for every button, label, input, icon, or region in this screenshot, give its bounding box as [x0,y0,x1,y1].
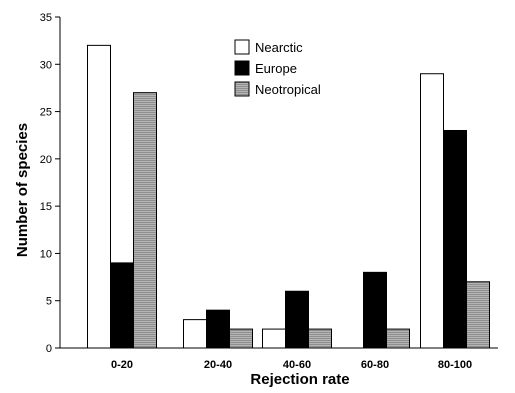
legend-swatch-nearctic [234,39,250,55]
bar-neotropical-40-60 [308,328,332,349]
axes: 0 5 10 15 20 25 30 35 0-20 20-40 40-60 60-80 80-100 [40,12,498,371]
y-tick-label: 35 [40,12,52,24]
bars [87,44,490,349]
legend-label-europe: Europe [255,61,297,76]
x-tick-label: 40-60 [283,359,311,371]
x-tick-label: 80-100 [438,359,472,371]
bar-europe-80-100 [443,129,467,349]
bar-nearctic-80-100 [420,73,444,349]
y-tick-label: 25 [40,107,52,119]
bar-neotropical-0-20 [133,92,157,349]
bar-europe-0-20 [110,262,134,349]
legend-label-nearctic: Nearctic [255,40,303,55]
legend-label-neotropical: Neotropical [255,82,321,97]
x-axis-title: Rejection rate [250,371,349,388]
y-tick-label: 30 [40,59,52,71]
bar-nearctic-20-40 [183,319,207,349]
x-tick-label: 20-40 [204,359,232,371]
legend-swatch-neotropical [234,81,250,97]
y-tick-label: 10 [40,248,52,260]
bar-neotropical-80-100 [466,281,490,349]
bar-neotropical-20-40 [229,328,253,349]
legend-swatch-europe [234,60,250,76]
y-tick-label: 0 [46,343,52,355]
bar-europe-60-80 [363,271,387,349]
bar-neotropical-60-80 [386,328,410,349]
y-axis-title: Number of species [14,123,31,257]
legend: Nearctic Europe Neotropical [234,39,321,97]
bar-nearctic-0-20 [87,44,111,349]
bar-nearctic-40-60 [262,328,286,349]
x-tick-label: 60-80 [361,359,389,371]
y-tick-label: 20 [40,154,52,166]
y-tick-label: 5 [46,296,52,308]
x-tick-label: 0-20 [111,359,133,371]
y-tick-label: 15 [40,201,52,213]
bar-europe-40-60 [285,290,309,349]
bar-europe-20-40 [206,309,230,349]
